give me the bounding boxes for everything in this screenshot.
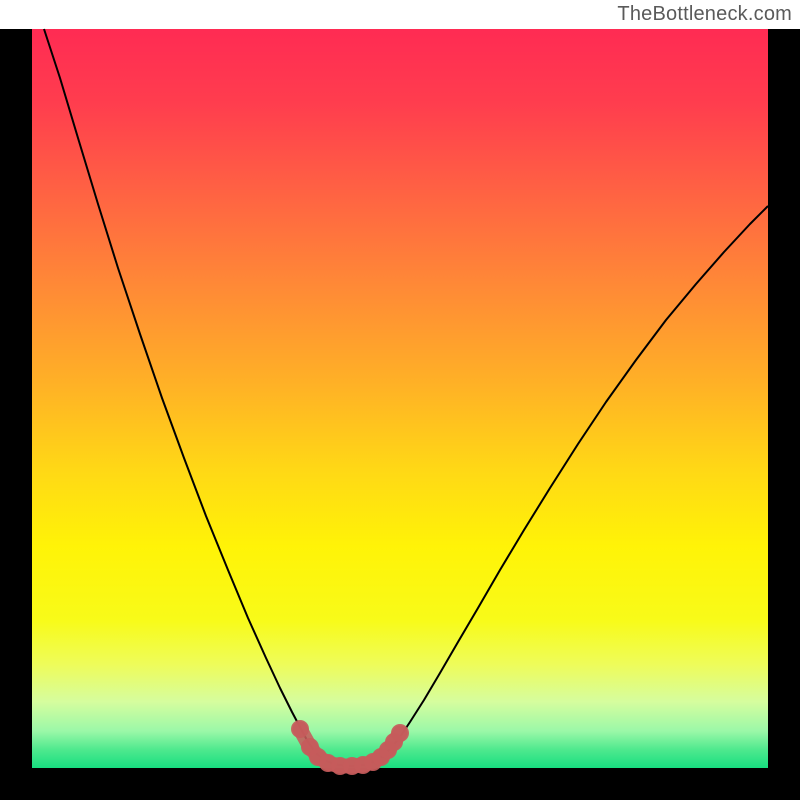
plot-gradient-area [32,29,768,768]
trough-marker [291,720,309,738]
bottleneck-chart [0,0,800,800]
chart-container: TheBottleneck.com [0,0,800,800]
watermark-text: TheBottleneck.com [617,3,792,26]
trough-marker [391,724,409,742]
